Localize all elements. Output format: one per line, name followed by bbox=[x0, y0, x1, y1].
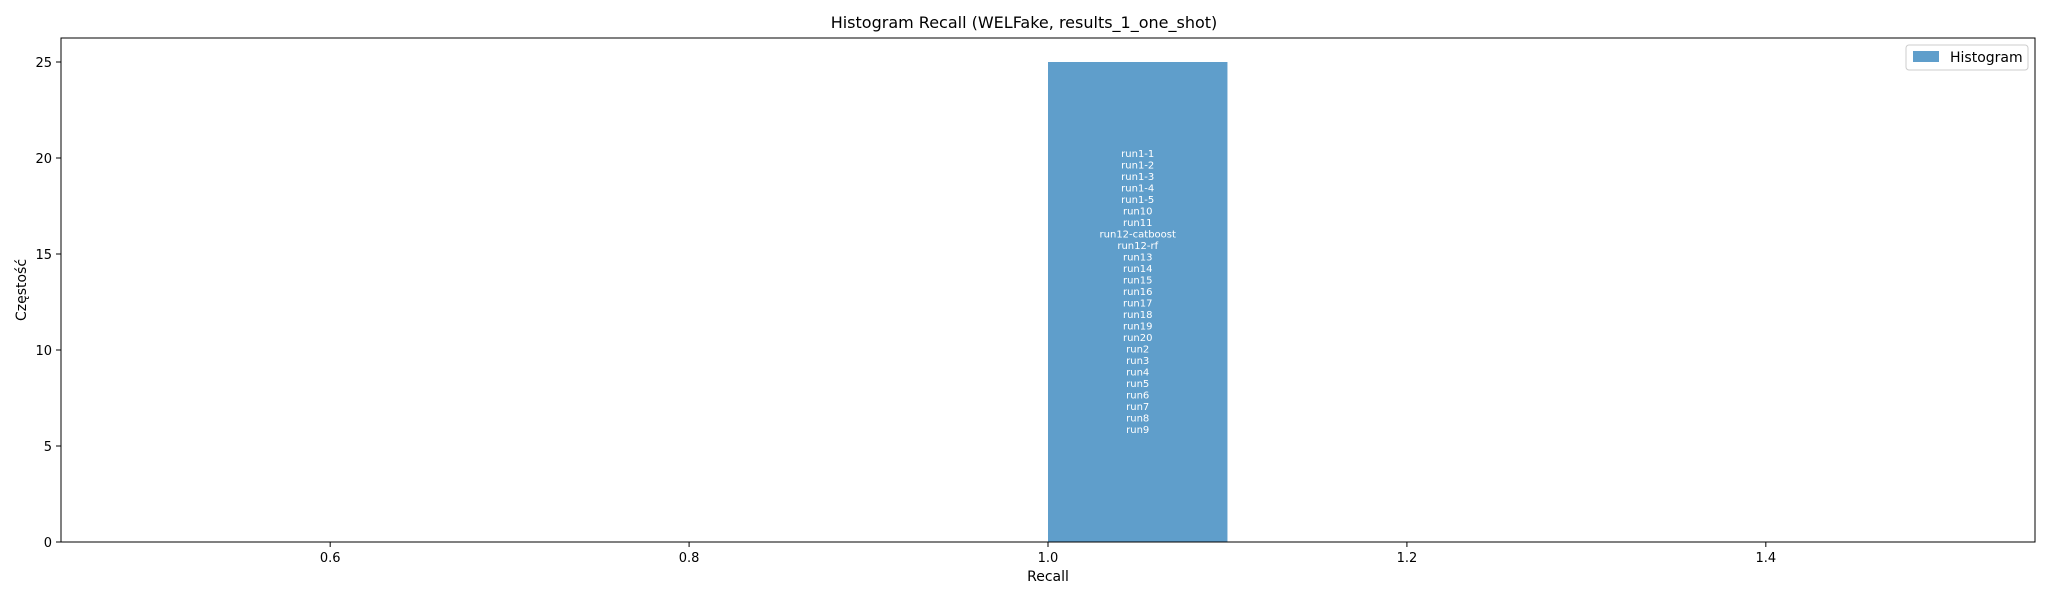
x-axis-label: Recall bbox=[1027, 569, 1069, 585]
bar-annotation-label: run12-catboost bbox=[1100, 230, 1176, 241]
bar-annotation-label: run6 bbox=[1126, 391, 1149, 402]
y-tick-label: 10 bbox=[35, 344, 52, 359]
bar-annotation-label: run1-1 bbox=[1121, 149, 1154, 160]
chart-title: Histogram Recall (WELFake, results_1_one… bbox=[831, 13, 1218, 33]
bar-annotation-label: run19 bbox=[1123, 322, 1153, 333]
bar-annotation-label: run12-rf bbox=[1117, 241, 1158, 252]
y-tick-label: 20 bbox=[35, 152, 52, 167]
bar-annotation-label: run1-2 bbox=[1121, 161, 1154, 172]
x-tick-label: 0.6 bbox=[320, 551, 341, 566]
bars-layer bbox=[1048, 62, 1228, 542]
x-tick-label: 1.4 bbox=[1755, 551, 1776, 566]
bar-annotation-label: run9 bbox=[1126, 425, 1149, 436]
bar-annotation-label: run1-3 bbox=[1121, 172, 1154, 183]
bar-annotation-label: run13 bbox=[1123, 253, 1153, 264]
bar-annotation-label: run17 bbox=[1123, 299, 1153, 310]
bar-annotation-label: run14 bbox=[1123, 264, 1153, 275]
y-axis: 0 5 10 15 20 25 bbox=[35, 56, 61, 551]
bar-annotation-label: run7 bbox=[1126, 402, 1149, 413]
x-tick-label: 1.2 bbox=[1397, 551, 1418, 566]
y-tick-label: 0 bbox=[44, 536, 52, 551]
bar-annotation-label: run1-5 bbox=[1121, 195, 1154, 206]
bar-annotation-label: run15 bbox=[1123, 276, 1153, 287]
bar-annotation-label: run1-4 bbox=[1121, 184, 1154, 195]
bar-annotation-label: run4 bbox=[1126, 368, 1149, 379]
y-tick-label: 15 bbox=[35, 248, 52, 263]
legend-label-histogram: Histogram bbox=[1950, 50, 2023, 66]
bar-annotation-label: run20 bbox=[1123, 333, 1153, 344]
bar-annotation-label: run5 bbox=[1126, 379, 1149, 390]
x-tick-label: 0.8 bbox=[679, 551, 700, 566]
y-tick-label: 5 bbox=[44, 440, 52, 455]
bar-annotations: run1-1run1-2run1-3run1-4run1-5run10run11… bbox=[1100, 149, 1176, 436]
x-tick-label: 1.0 bbox=[1038, 551, 1059, 566]
bar-annotation-label: run3 bbox=[1126, 356, 1149, 367]
legend[interactable]: Histogram bbox=[1905, 44, 2029, 71]
bar-annotation-label: run18 bbox=[1123, 310, 1153, 321]
bar-annotation-label: run16 bbox=[1123, 287, 1153, 298]
bar-annotation-label: run8 bbox=[1126, 414, 1149, 425]
plot-area-frame bbox=[60, 37, 2036, 543]
y-axis-label: Częstość bbox=[14, 259, 30, 321]
y-tick-label: 25 bbox=[35, 56, 52, 71]
bar-annotation-label: run2 bbox=[1126, 345, 1149, 356]
bar-annotation-label: run10 bbox=[1123, 207, 1153, 218]
bar-annotation-label: run11 bbox=[1123, 218, 1153, 229]
legend-swatch-histogram bbox=[1913, 51, 1939, 62]
x-axis: 0.6 0.8 1.0 1.2 1.4 bbox=[320, 542, 1776, 566]
histogram-bar bbox=[1048, 62, 1228, 542]
